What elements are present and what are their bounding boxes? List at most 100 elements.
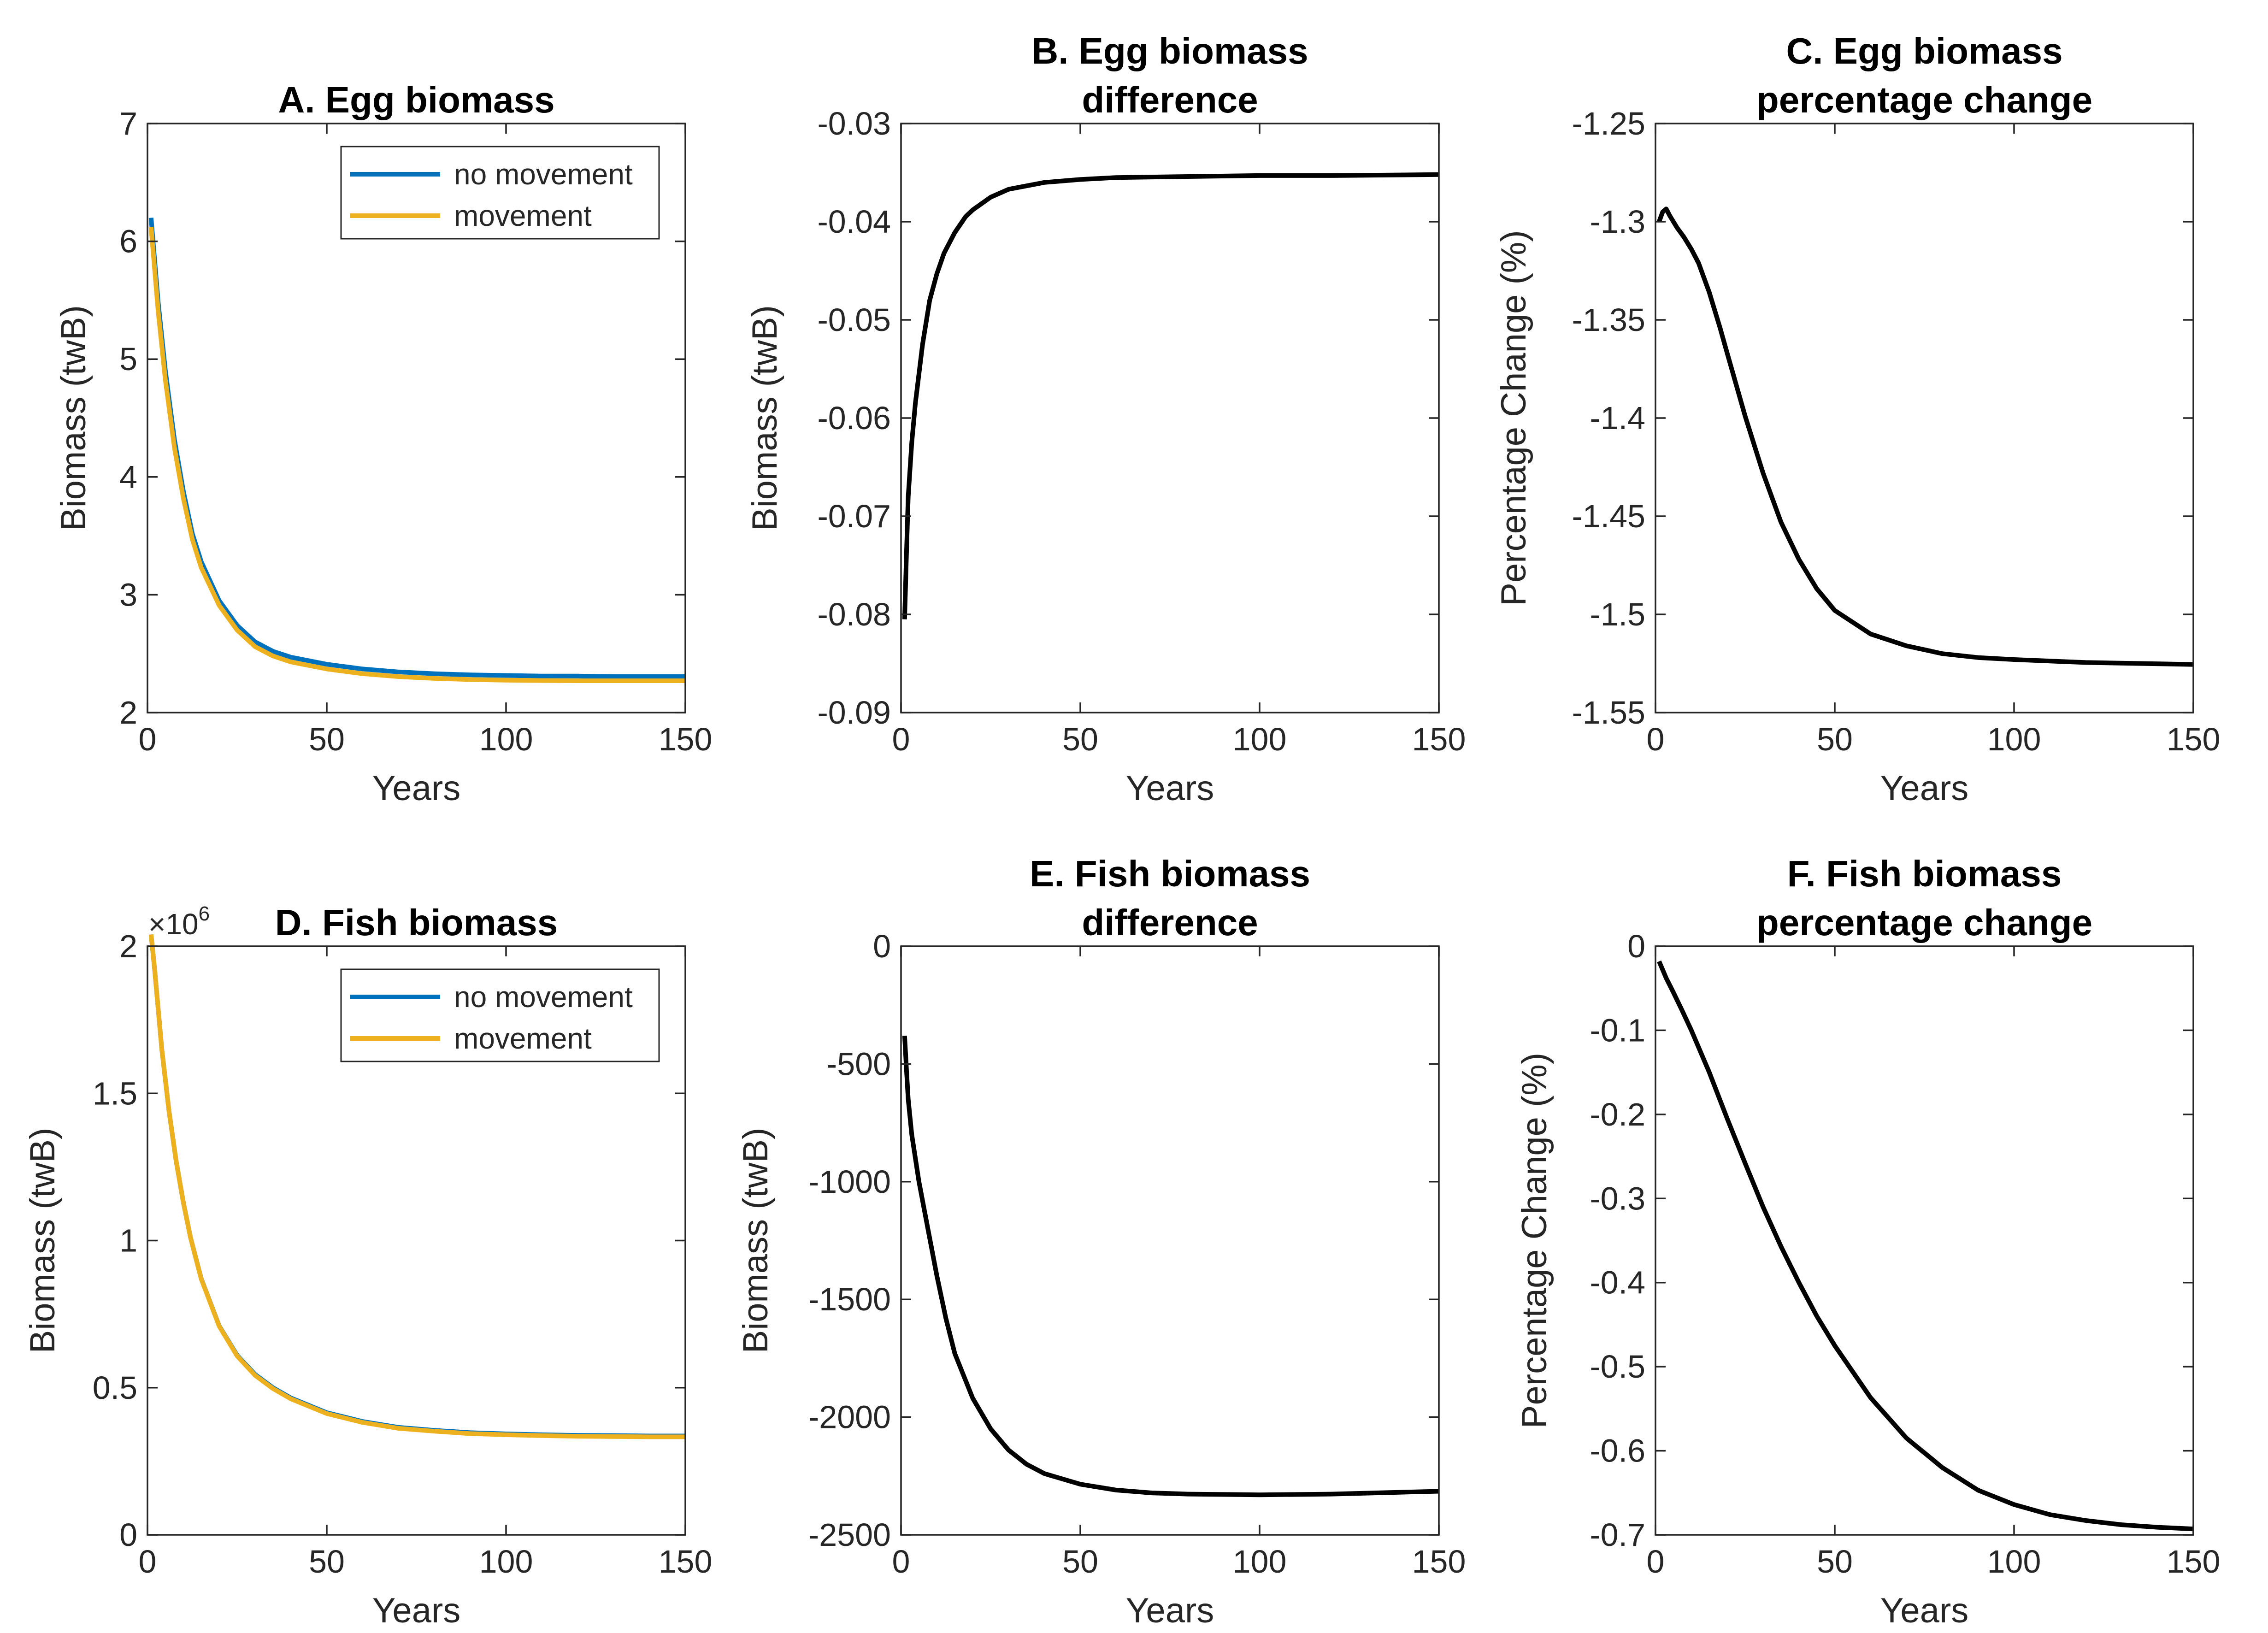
y-tick-label: 6 — [119, 224, 137, 259]
panel-f: 0 50 100 150 -0.7 -0.6 -0.5 -0.4 -0.3 -0.2 -0.1 0 Ye… — [1515, 853, 2220, 1630]
x-axis-label: Years — [1880, 769, 1969, 808]
y-tick-label: -0.06 — [817, 400, 891, 436]
x-tick-label: 150 — [659, 1544, 713, 1580]
x-tick-label: 150 — [1412, 1544, 1466, 1580]
y-tick-label: -0.2 — [1590, 1097, 1645, 1132]
y-tick-label: -0.1 — [1590, 1012, 1645, 1048]
x-tick-label: 150 — [2167, 721, 2221, 757]
y-tick-label: 2 — [119, 928, 137, 964]
plot-area — [901, 124, 1439, 713]
x-tick-label: 100 — [1987, 721, 2041, 757]
panel-a: 0 50 100 150 2 3 4 5 6 7 Years Biomass (twB) A. Egg … — [54, 79, 712, 808]
y-tick-label: 0.5 — [93, 1370, 137, 1406]
legend-box — [340, 968, 660, 1062]
x-tick-label: 50 — [1062, 721, 1098, 757]
x-tick-label: 50 — [309, 1544, 345, 1580]
legend-box — [340, 146, 660, 240]
y-tick-label: -1.25 — [1572, 106, 1645, 141]
series-line-difference — [902, 172, 1439, 619]
legend: no movement movement — [340, 146, 660, 240]
x-tick-label: 150 — [2167, 1544, 2221, 1580]
x-axis-label: Years — [372, 1591, 461, 1630]
x-tick-label: 100 — [479, 1544, 533, 1580]
legend: no movement movement — [340, 968, 660, 1062]
series-line-movement — [148, 227, 685, 683]
chart-title-line-1: F. Fish biomass — [1787, 853, 2062, 894]
y-tick-label: 2 — [119, 695, 137, 731]
x-tick-label: 50 — [1817, 721, 1853, 757]
series-group — [148, 218, 685, 683]
x-axis-label: Years — [372, 769, 461, 808]
y-tick-label: 5 — [119, 341, 137, 377]
series-line-movement — [148, 934, 685, 1439]
x-tick-label: 150 — [1412, 721, 1466, 757]
y-tick-label: -0.5 — [1590, 1349, 1645, 1385]
y-tick-label: -0.07 — [817, 498, 891, 534]
y-tick-label: -1.4 — [1590, 400, 1645, 436]
legend-label: no movement — [454, 980, 633, 1014]
x-tick-label: 0 — [1647, 1544, 1665, 1580]
y-tick-label: -0.6 — [1590, 1433, 1645, 1469]
panel-d: 0 50 100 150 0 0.5 1 1.5 2 Years Biomass (twB) D. F… — [23, 902, 712, 1630]
y-tick-label: -0.09 — [817, 695, 891, 731]
chart-title-line-1: C. Egg biomass — [1786, 30, 2062, 71]
chart-title: A. Egg biomass — [278, 79, 554, 120]
x-tick-label: 0 — [139, 721, 157, 757]
legend-label: no movement — [454, 158, 633, 191]
y-tick-label: -1.45 — [1572, 498, 1645, 534]
series-line-difference — [1657, 206, 2194, 667]
y-tick-label: 1.5 — [93, 1075, 137, 1111]
x-axis-label: Years — [1126, 769, 1214, 808]
x-tick-label: 150 — [659, 721, 713, 757]
x-tick-label: 0 — [892, 1544, 910, 1580]
y-tick-label: -0.08 — [817, 596, 891, 632]
chart-title-line-2: difference — [1082, 79, 1258, 120]
chart-title-line-1: E. Fish biomass — [1030, 853, 1310, 894]
series-group — [902, 1035, 1439, 1497]
y-tick-label: -2500 — [808, 1517, 891, 1553]
y-tick-label: 0 — [873, 928, 891, 964]
x-axis-label: Years — [1880, 1591, 1969, 1630]
x-tick-label: 0 — [892, 721, 910, 757]
axes-box — [900, 945, 1440, 1536]
panel-b: 0 50 100 150 -0.09 -0.08 -0.07 -0.06 -0.05 -0.04 -… — [745, 30, 1466, 808]
x-axis-label: Years — [1126, 1591, 1214, 1630]
x-tick-label: 100 — [1233, 1544, 1287, 1580]
x-tick-label: 0 — [139, 1544, 157, 1580]
chart-title-line-2: difference — [1082, 902, 1258, 943]
series-line-difference — [1657, 960, 2194, 1532]
x-tick-label: 50 — [1817, 1544, 1853, 1580]
y-tick-label: -500 — [826, 1046, 891, 1082]
y-axis-label: Biomass (twB) — [745, 305, 784, 531]
y-tick-label: -1.35 — [1572, 302, 1645, 338]
y-tick-label: -0.04 — [817, 204, 891, 240]
y-tick-label: 0 — [119, 1517, 137, 1553]
y-tick-label: 4 — [119, 459, 137, 495]
x-tick-label: 0 — [1647, 721, 1665, 757]
legend-label: movement — [454, 199, 592, 232]
plot-area — [1655, 946, 2193, 1535]
panel-c: 0 50 100 150 -1.55 -1.5 -1.45 -1.4 -1.35 -1.3 -1.2… — [1494, 30, 2220, 808]
axes-box — [147, 123, 686, 713]
y-tick-label: -1000 — [808, 1164, 891, 1200]
y-tick-label: -2000 — [808, 1399, 891, 1435]
plot-area — [901, 946, 1439, 1535]
y-tick-label: -0.4 — [1590, 1265, 1645, 1301]
y-tick-label: 1 — [119, 1223, 137, 1259]
y-tick-label: -1.5 — [1590, 596, 1645, 632]
x-tick-label: 50 — [1062, 1544, 1098, 1580]
axes-box — [1655, 945, 2194, 1536]
series-group — [148, 934, 685, 1439]
y-axis-label: Biomass (twB) — [736, 1128, 775, 1354]
axis-multiplier: ×106 — [148, 902, 210, 941]
y-axis-label: Percentage Change (%) — [1515, 1053, 1554, 1428]
chart-title-line-2: percentage change — [1756, 902, 2092, 943]
y-axis-label: Biomass (twB) — [23, 1128, 62, 1354]
chart-title-line-2: percentage change — [1756, 79, 2092, 120]
chart-title: D. Fish biomass — [275, 902, 558, 943]
legend-label: movement — [454, 1022, 592, 1055]
x-tick-label: 100 — [479, 721, 533, 757]
axis-multiplier-exponent: 6 — [199, 902, 210, 925]
y-tick-label: 0 — [1627, 928, 1645, 964]
